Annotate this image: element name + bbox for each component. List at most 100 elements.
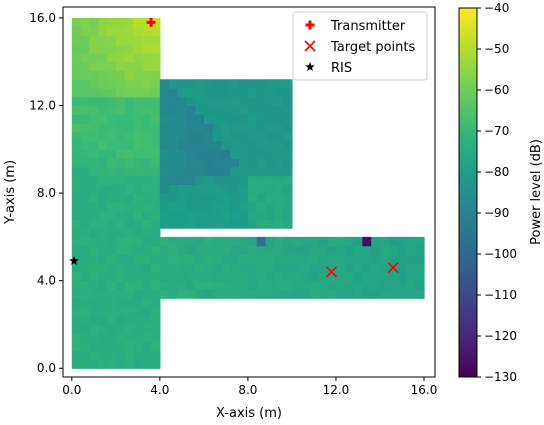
heatmap-cell xyxy=(177,79,187,89)
heatmap-cell xyxy=(151,184,161,194)
heatmap-cell xyxy=(133,52,143,63)
heatmap-cell xyxy=(89,289,99,299)
heatmap-cell xyxy=(133,61,143,72)
heatmap-cell xyxy=(89,219,99,229)
heatmap-cell xyxy=(265,114,275,124)
heatmap-cell xyxy=(212,201,223,212)
heatmap-cell xyxy=(327,280,337,291)
heatmap-cell xyxy=(300,280,311,291)
heatmap-cell xyxy=(71,35,82,45)
heatmap-cell xyxy=(151,359,161,369)
heatmap-cell xyxy=(274,131,284,142)
heatmap-cell xyxy=(142,184,152,194)
heatmap-cell xyxy=(80,193,91,203)
heatmap-cell xyxy=(335,254,346,264)
heatmap-cell xyxy=(133,298,143,308)
heatmap-cell xyxy=(115,79,126,89)
heatmap-cell xyxy=(80,52,91,63)
heatmap-cell xyxy=(89,280,99,291)
heatmap-cell xyxy=(265,158,275,168)
heatmap-cell xyxy=(230,184,240,194)
heatmap-cell xyxy=(107,236,117,247)
heatmap-cell xyxy=(142,201,152,212)
heatmap-cell xyxy=(327,245,337,255)
heatmap-cell xyxy=(388,236,399,247)
heatmap-cell xyxy=(142,35,152,45)
heatmap-cell xyxy=(221,79,231,89)
heatmap-cell xyxy=(177,210,187,220)
heatmap-cell xyxy=(89,140,99,150)
heatmap-cell xyxy=(371,271,381,282)
heatmap-cell xyxy=(353,254,363,264)
heatmap-cell xyxy=(98,359,108,369)
heatmap-cell xyxy=(203,184,214,194)
heatmap-cell xyxy=(115,26,126,37)
heatmap-cell xyxy=(124,333,135,343)
heatmap-cell xyxy=(291,271,302,282)
heatmap-cell xyxy=(71,52,82,63)
heatmap-cell xyxy=(168,175,179,185)
heatmap-cell xyxy=(115,131,126,142)
heatmap-cell xyxy=(80,70,91,80)
heatmap-cell xyxy=(212,210,223,220)
heatmap-cell xyxy=(107,254,117,264)
heatmap-cell xyxy=(230,280,240,291)
heatmap-cell xyxy=(221,263,231,273)
heatmap-cell xyxy=(124,158,135,168)
heatmap-cell xyxy=(177,105,187,115)
heatmap-cell xyxy=(151,280,161,291)
heatmap-cell xyxy=(107,271,117,282)
heatmap-cell xyxy=(159,263,170,273)
heatmap-cell xyxy=(133,114,143,124)
heatmap-cell xyxy=(115,114,126,124)
heatmap-cell xyxy=(71,193,82,203)
heatmap-cell xyxy=(98,123,108,133)
heatmap-cell xyxy=(89,315,99,326)
heatmap-cell xyxy=(107,61,117,72)
heatmap-cell xyxy=(247,158,258,168)
heatmap-cell xyxy=(98,44,108,54)
heatmap-cell xyxy=(203,166,214,177)
heatmap-cell xyxy=(80,123,91,133)
heatmap-cell xyxy=(397,280,407,291)
heatmap-cell xyxy=(142,210,152,220)
heatmap-cell xyxy=(89,114,99,124)
heatmap-cell xyxy=(221,166,231,177)
heatmap-cell xyxy=(230,131,240,142)
heatmap-cell xyxy=(89,26,99,37)
heatmap-cell xyxy=(80,289,91,299)
heatmap-cell xyxy=(239,263,249,273)
heatmap-cell xyxy=(247,114,258,124)
heatmap-cell xyxy=(203,201,214,212)
heatmap-cell xyxy=(397,263,407,273)
heatmap-cell xyxy=(98,201,108,212)
heatmap-cell xyxy=(89,175,99,185)
y-tick-label: 12.0 xyxy=(29,99,56,113)
heatmap-cell xyxy=(274,280,284,291)
heatmap-cell xyxy=(107,114,117,124)
heatmap-cell xyxy=(107,228,117,238)
heatmap-cell xyxy=(115,289,126,299)
heatmap-cell xyxy=(98,219,108,229)
heatmap-cell xyxy=(71,359,82,369)
heatmap-cell xyxy=(80,236,91,247)
heatmap-cell xyxy=(335,271,346,282)
heatmap-cell xyxy=(327,289,337,299)
heatmap-cell xyxy=(107,359,117,369)
heatmap-cell xyxy=(98,306,108,317)
heatmap-cell xyxy=(80,175,91,185)
heatmap-cell xyxy=(98,263,108,273)
heatmap-cell xyxy=(239,131,249,142)
heatmap-cell xyxy=(151,17,161,28)
heatmap-cell xyxy=(221,201,231,212)
heatmap-cell xyxy=(327,263,337,273)
heatmap-cell xyxy=(335,245,346,255)
heatmap-cell xyxy=(107,280,117,291)
heatmap-cell xyxy=(186,219,196,229)
heatmap-cell xyxy=(221,158,231,168)
heatmap-cell xyxy=(265,184,275,194)
heatmap-cell xyxy=(80,298,91,308)
heatmap-cell xyxy=(168,96,179,107)
heatmap-cell xyxy=(274,289,284,299)
